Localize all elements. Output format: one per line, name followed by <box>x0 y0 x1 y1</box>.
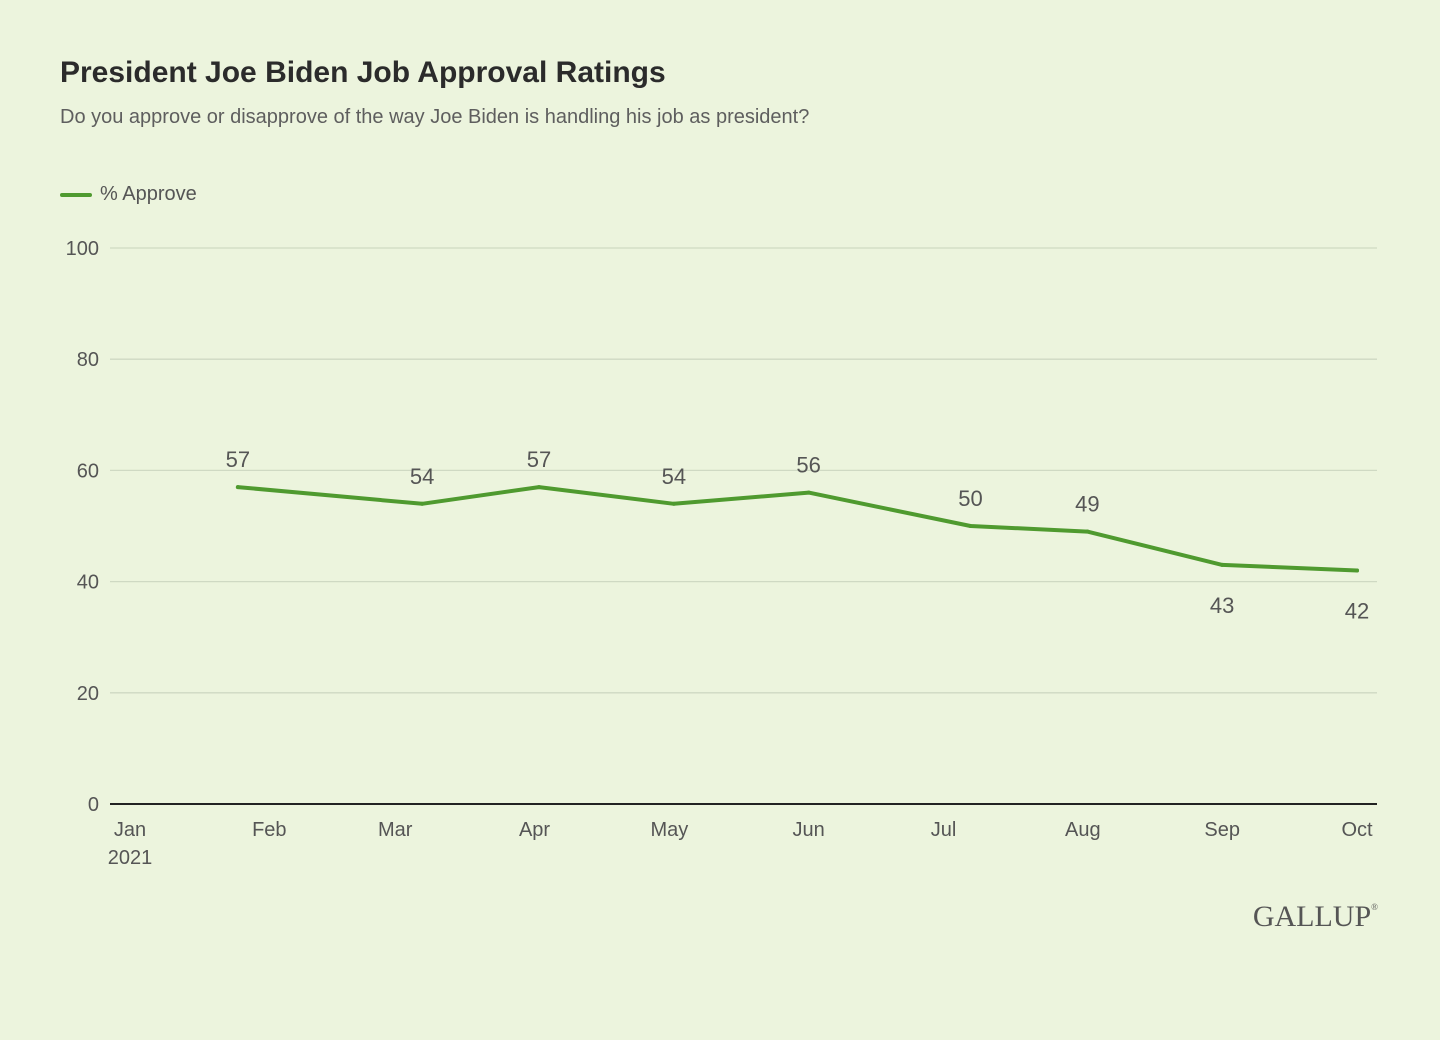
data-label: 43 <box>1210 593 1234 618</box>
legend-label: % Approve <box>100 183 197 205</box>
chart-title: President Joe Biden Job Approval Ratings <box>60 56 666 89</box>
x-tick-label: Feb <box>252 819 286 841</box>
data-label: 54 <box>410 464 434 489</box>
x-tick-label: Jun <box>793 819 825 841</box>
y-axis: 0 20 40 60 80 100 <box>66 238 99 816</box>
data-label: 42 <box>1345 598 1369 623</box>
data-point <box>420 501 425 506</box>
data-point <box>1220 562 1225 567</box>
x-tick-sublabel: 2021 <box>108 847 153 869</box>
x-tick-label: Jan <box>114 819 146 841</box>
y-tick-label: 100 <box>66 238 99 260</box>
data-point <box>671 501 676 506</box>
approve-line <box>235 485 1359 573</box>
x-tick-label: Oct <box>1341 819 1373 841</box>
y-tick-label: 80 <box>77 349 99 371</box>
x-tick-label: Mar <box>378 819 413 841</box>
x-tick-label: Sep <box>1204 819 1240 841</box>
y-tick-label: 0 <box>88 794 99 816</box>
data-label: 57 <box>226 447 250 472</box>
gallup-logo: GALLUP® <box>1252 900 1378 933</box>
data-label: 54 <box>662 464 686 489</box>
y-tick-label: 20 <box>77 683 99 705</box>
legend: % Approve <box>60 183 197 206</box>
series-approve <box>235 485 1359 573</box>
data-point <box>1355 568 1359 573</box>
x-tick-label: May <box>650 819 688 841</box>
x-tick-label: Apr <box>519 819 550 841</box>
data-point <box>235 485 240 490</box>
gridlines <box>110 247 1377 805</box>
data-label: 50 <box>958 486 982 511</box>
y-tick-label: 40 <box>77 572 99 594</box>
data-label: 49 <box>1075 492 1099 517</box>
y-tick-label: 60 <box>77 460 99 482</box>
x-tick-label: Jul <box>931 819 957 841</box>
data-point <box>806 490 811 495</box>
data-label: 57 <box>527 447 551 472</box>
data-point <box>968 524 973 528</box>
x-axis: Jan 2021 Feb Mar Apr May Jun Jul Aug Sep Oct <box>108 819 1373 869</box>
data-labels: 57 54 57 54 56 50 49 43 42 <box>226 447 1370 623</box>
chart-subtitle: Do you approve or disapprove of the way … <box>60 106 810 128</box>
data-point <box>1085 529 1090 534</box>
x-tick-label: Aug <box>1065 819 1101 841</box>
data-point <box>537 485 541 490</box>
legend-swatch <box>60 192 92 197</box>
data-label: 56 <box>796 453 820 478</box>
